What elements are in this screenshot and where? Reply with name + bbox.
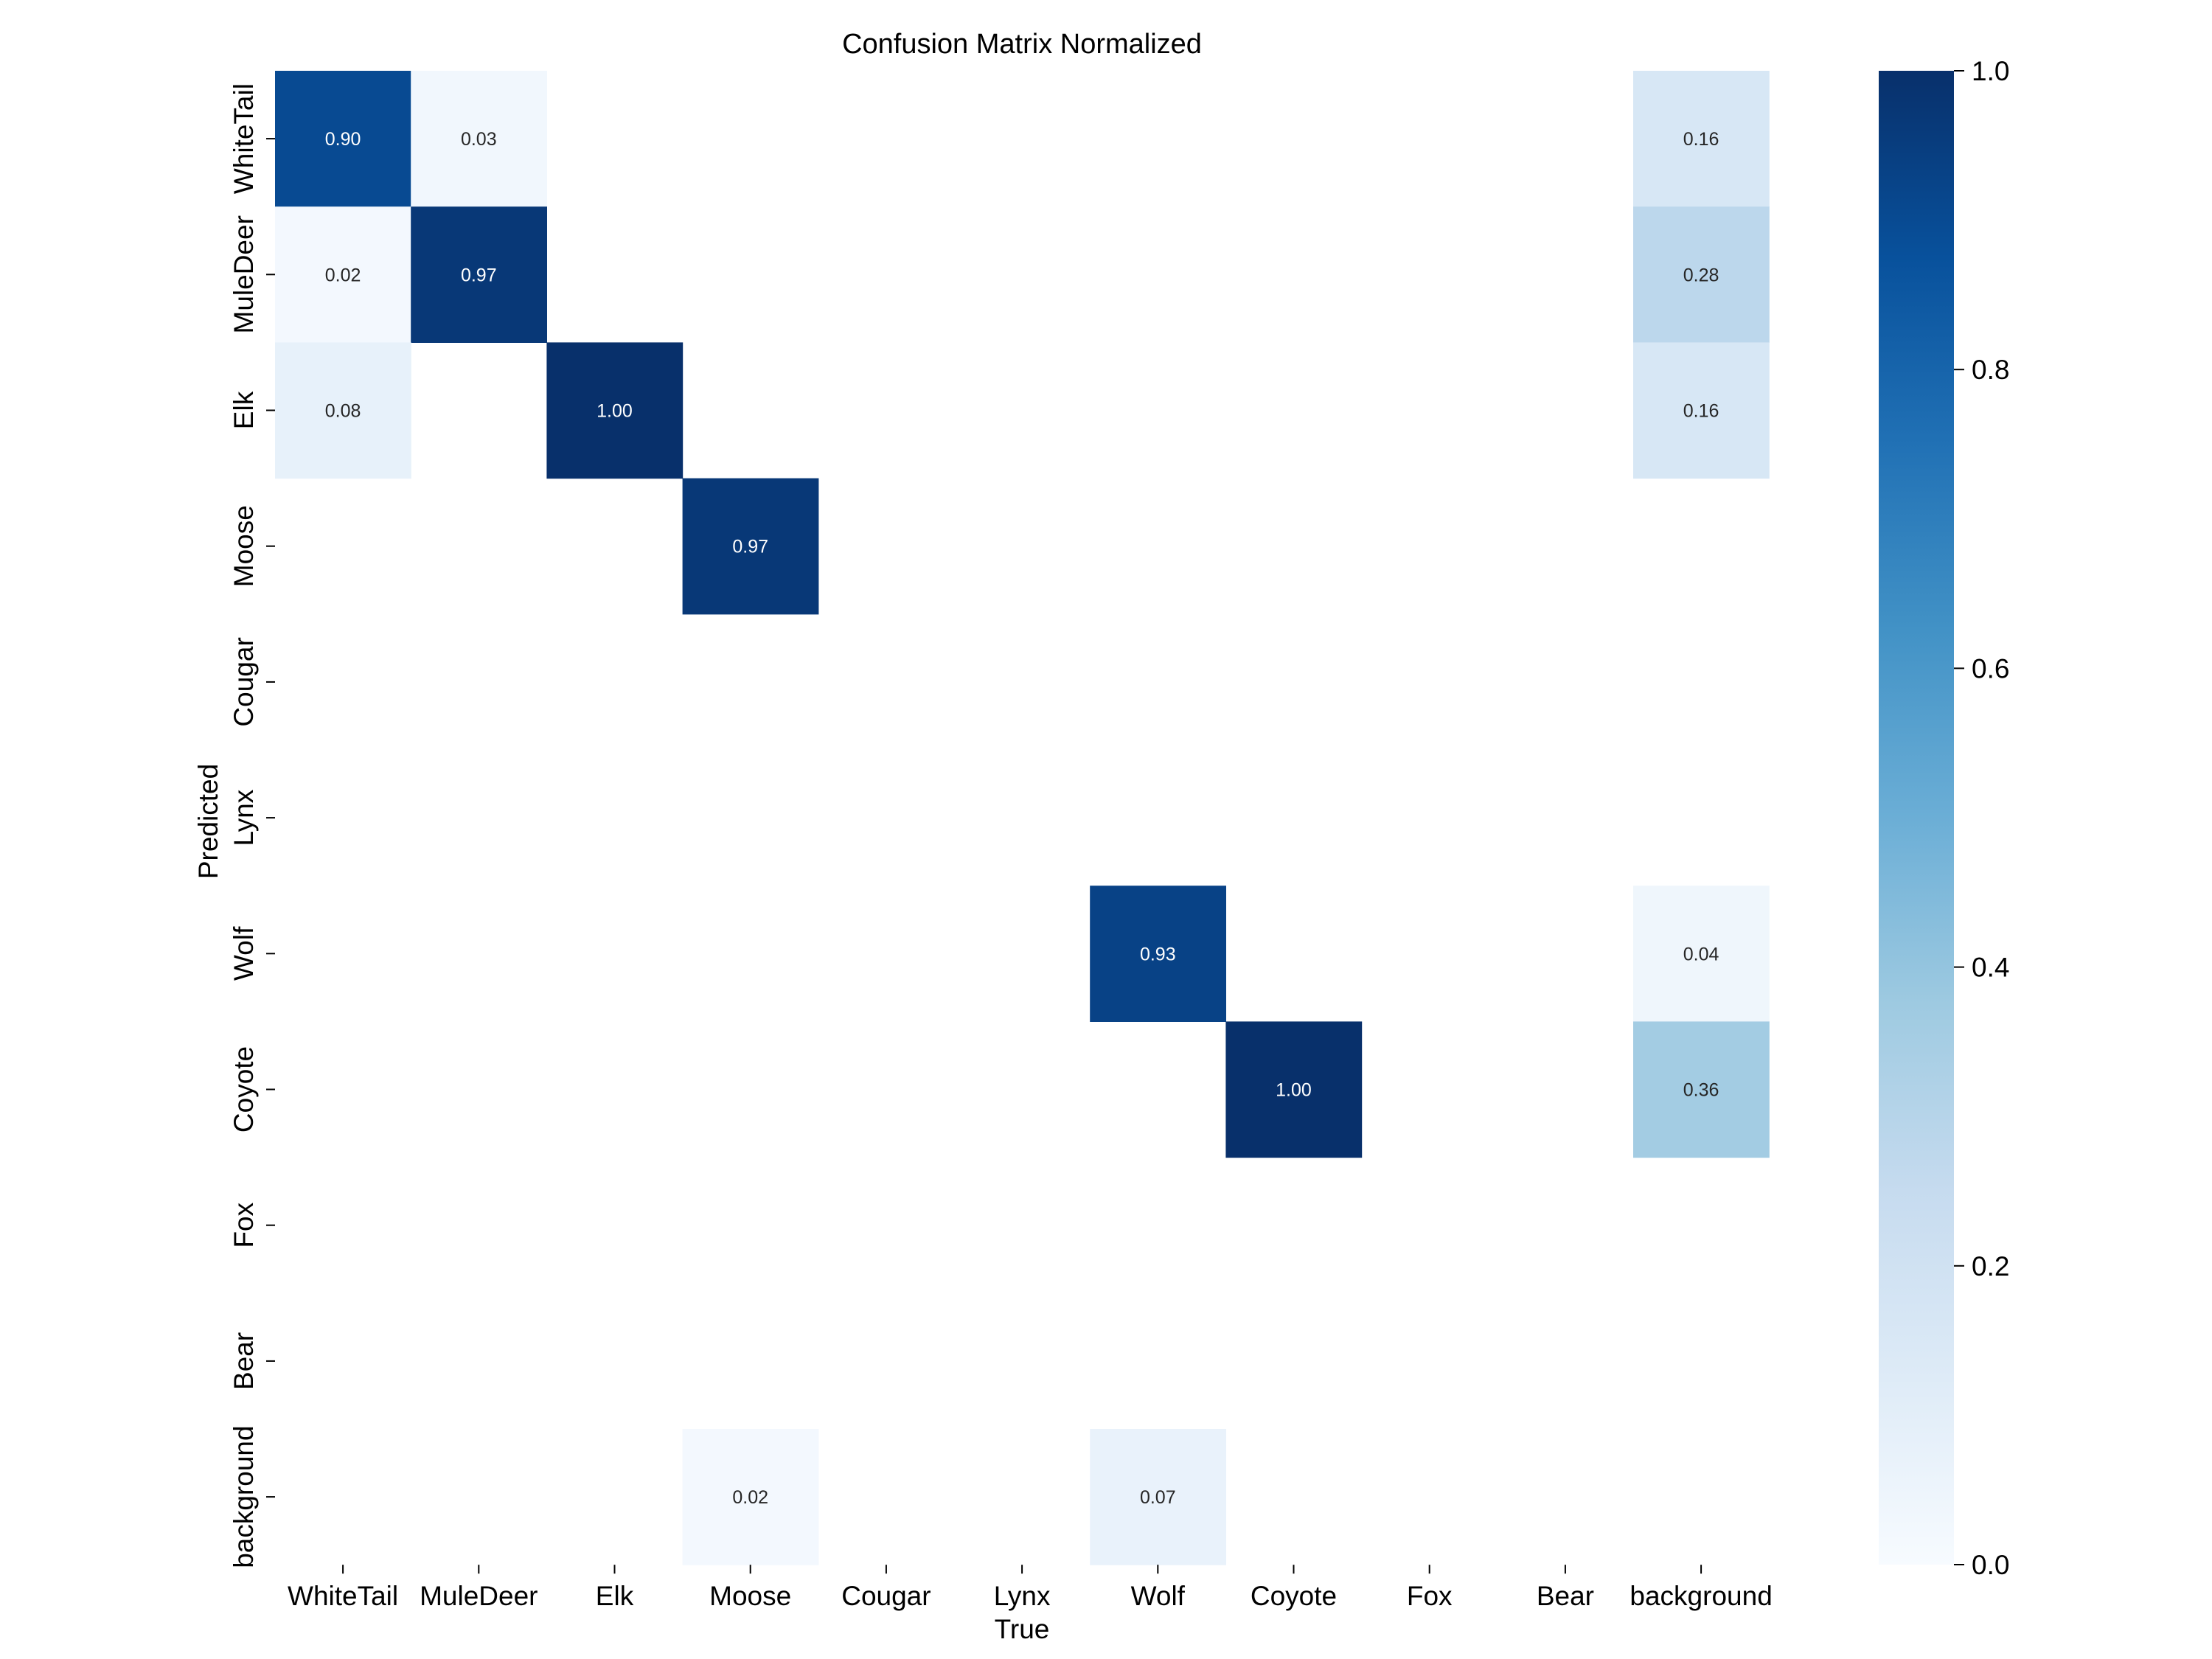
colorbar-ticks: 0.0 0.2 0.4 0.6 0.8 1.0 (1954, 56, 2009, 1580)
colorbar (1879, 71, 1954, 1565)
chart-title: Confusion Matrix Normalized (842, 29, 1202, 60)
colorbar-tick-label: 0.0 (1972, 1550, 2009, 1580)
cell-value-label: 0.03 (461, 129, 497, 150)
y-tick-label: Cougar (229, 637, 259, 726)
heatmap-cell (1633, 342, 1770, 479)
cell-value-label: 1.00 (597, 401, 633, 422)
x-tick-label: WhiteTail (288, 1581, 398, 1611)
heatmap-cells (275, 71, 1770, 1565)
cell-value-label: 0.90 (325, 129, 361, 150)
y-axis: WhiteTail MuleDeer Elk Moose Cougar Lynx Wolf C… (229, 83, 275, 1568)
colorbar-tick-label: 0.4 (1972, 953, 2009, 983)
x-tick-label: Bear (1537, 1581, 1594, 1611)
cell-value-label: 0.08 (325, 401, 361, 422)
x-tick-label: Cougar (841, 1581, 931, 1611)
cell-value-label: 0.16 (1683, 129, 1719, 150)
heatmap-cell (1633, 71, 1770, 207)
heatmap-cell-labels: 0.90 0.03 0.16 0.02 0.97 0.28 0.08 1.00 0.16 0.97… (325, 129, 1719, 1508)
cell-value-label: 0.16 (1683, 401, 1719, 422)
x-tick-label: Fox (1407, 1581, 1453, 1611)
heatmap-cell (682, 478, 819, 615)
cell-value-label: 0.97 (461, 265, 497, 285)
x-tick-label: Wolf (1131, 1581, 1186, 1611)
heatmap-cell (682, 1429, 819, 1565)
heatmap-cell (1633, 1021, 1770, 1158)
cell-value-label: 0.02 (325, 265, 361, 285)
heatmap-cell (546, 342, 684, 479)
y-tick-label: Elk (229, 391, 259, 429)
x-tick-label: background (1630, 1581, 1772, 1611)
y-tick-label: Moose (229, 505, 259, 587)
y-tick-label: MuleDeer (229, 215, 259, 333)
x-axis-label: True (995, 1614, 1050, 1644)
heatmap-cell (275, 71, 411, 207)
cell-value-label: 0.97 (732, 537, 768, 557)
x-axis: WhiteTail MuleDeer Elk Moose Cougar Lynx Wolf C… (288, 1565, 1773, 1611)
heatmap-cell (275, 206, 411, 343)
cell-value-label: 0.28 (1683, 265, 1719, 285)
heatmap-cell (275, 342, 411, 479)
cell-value-label: 0.07 (1140, 1487, 1176, 1508)
x-tick-label: Moose (709, 1581, 791, 1611)
heatmap-cell (1633, 886, 1770, 1022)
colorbar-tick-label: 0.8 (1972, 355, 2009, 385)
y-tick-label: background (229, 1425, 259, 1568)
y-tick-label: Wolf (229, 926, 259, 981)
x-tick-label: Lynx (994, 1581, 1051, 1611)
colorbar-tick-label: 1.0 (1972, 56, 2009, 86)
y-tick-label: Coyote (229, 1046, 259, 1133)
heatmap-cell (1090, 1429, 1226, 1565)
heatmap-cell (411, 71, 547, 207)
y-tick-label: WhiteTail (229, 83, 259, 194)
heatmap-cell (1225, 1021, 1363, 1158)
cell-value-label: 0.93 (1140, 944, 1176, 964)
y-tick-label: Lynx (229, 789, 259, 846)
cell-value-label: 0.04 (1683, 944, 1719, 964)
x-tick-label: Elk (596, 1581, 634, 1611)
x-tick-label: MuleDeer (420, 1581, 538, 1611)
heatmap-cell (411, 206, 547, 343)
y-tick-label: Bear (229, 1332, 259, 1390)
cell-value-label: 0.36 (1683, 1080, 1719, 1101)
heatmap-cell (1090, 886, 1226, 1022)
colorbar-tick-label: 0.2 (1972, 1251, 2009, 1281)
y-axis-label: Predicted (193, 764, 223, 879)
x-tick-label: Coyote (1251, 1581, 1337, 1611)
heatmap-cell (1633, 206, 1770, 343)
cell-value-label: 1.00 (1276, 1080, 1312, 1101)
y-tick-label: Fox (229, 1202, 259, 1248)
colorbar-tick-label: 0.6 (1972, 653, 2009, 684)
cell-value-label: 0.02 (732, 1487, 768, 1508)
